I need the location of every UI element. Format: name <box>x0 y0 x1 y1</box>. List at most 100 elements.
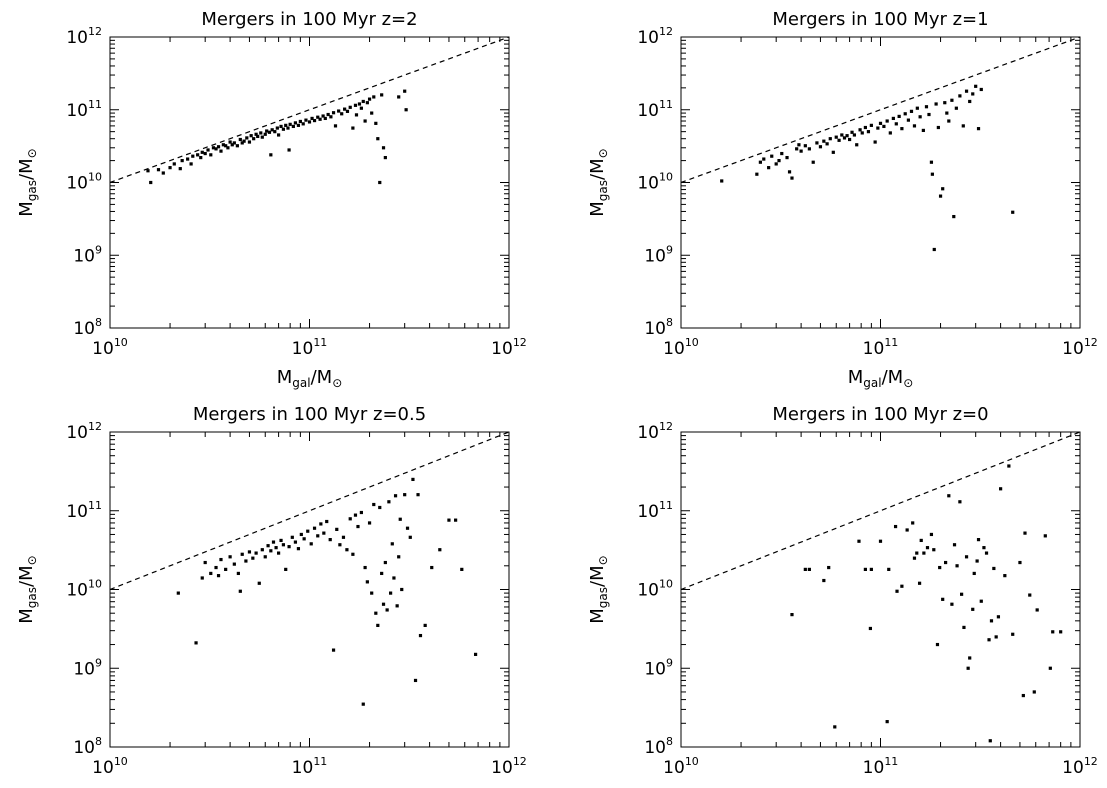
y-tick-label: 1011 <box>66 499 102 522</box>
data-point <box>383 155 387 160</box>
y-tick-label: 109 <box>644 656 673 679</box>
x-tick-base: 10 <box>92 339 114 359</box>
data-point <box>351 552 355 556</box>
data-point <box>411 477 415 482</box>
data-point <box>211 146 216 150</box>
data-point <box>274 546 278 550</box>
y-tick-exponent: 8 <box>95 316 102 329</box>
data-point <box>299 532 303 537</box>
x-tick-exponent: 11 <box>884 336 898 349</box>
data-point <box>418 633 423 638</box>
data-point <box>758 160 762 164</box>
data-point <box>912 124 917 128</box>
y-tick-label: 1012 <box>66 25 102 48</box>
data-point <box>354 113 359 117</box>
data-point <box>380 93 384 97</box>
reference-line <box>680 36 1081 184</box>
y-tick-base: 10 <box>644 246 666 266</box>
y-tick-base: 10 <box>66 28 88 48</box>
data-point <box>302 537 306 541</box>
data-point <box>868 626 873 631</box>
data-point <box>966 666 970 670</box>
data-point <box>1021 693 1025 698</box>
data-point <box>770 154 774 158</box>
data-point <box>774 162 778 166</box>
x-label-separator: /M <box>311 367 333 388</box>
data-point <box>245 136 249 140</box>
data-point <box>172 162 176 166</box>
data-point <box>374 611 378 615</box>
data-point <box>345 109 350 113</box>
y-tick-base: 10 <box>637 581 659 601</box>
y-tick-label: 1012 <box>637 420 673 443</box>
y-label-subscript: gas <box>596 180 610 201</box>
data-point <box>952 214 956 219</box>
data-point <box>247 550 252 554</box>
x-tick-exponent: 10 <box>685 336 699 349</box>
data-point <box>393 494 398 498</box>
data-point <box>837 138 841 142</box>
x-axis-label: Mgal/M⊙ <box>277 367 343 390</box>
data-point <box>958 94 962 98</box>
x-axis-label: Mgal/M⊙ <box>848 367 914 390</box>
y-tick-base: 10 <box>644 659 666 679</box>
data-point <box>376 623 380 628</box>
data-point <box>1059 630 1063 634</box>
data-point <box>950 98 954 102</box>
data-point <box>954 106 958 110</box>
x-tick-exponent: 12 <box>1084 755 1098 768</box>
data-point <box>822 578 826 583</box>
data-point <box>370 111 374 115</box>
data-point <box>291 124 295 129</box>
data-point <box>307 120 312 124</box>
data-point <box>416 493 420 497</box>
y-label-separator: /M <box>16 158 37 180</box>
data-point <box>850 130 854 134</box>
data-point <box>893 524 898 529</box>
data-point <box>343 107 347 111</box>
data-point <box>863 125 867 130</box>
data-point <box>785 155 789 160</box>
data-point <box>888 131 892 135</box>
data-point <box>968 656 972 660</box>
data-point <box>387 500 391 504</box>
x-tick-label: 1012 <box>1062 755 1098 778</box>
y-tick-label: 108 <box>73 316 102 339</box>
data-point <box>351 126 355 130</box>
data-point <box>304 118 308 122</box>
data-point <box>934 102 938 106</box>
y-axis-label: Mgas/M⊙ <box>16 555 39 623</box>
data-point <box>915 106 919 110</box>
data-point <box>999 487 1003 491</box>
data-point <box>863 567 867 571</box>
data-point <box>365 580 369 584</box>
y-tick-label: 1010 <box>637 171 673 194</box>
x-label-sun-symbol: ⊙ <box>332 376 342 390</box>
data-point <box>318 117 322 121</box>
data-point <box>353 103 358 107</box>
data-point <box>979 599 983 603</box>
data-point <box>200 576 204 580</box>
data-point <box>878 121 883 125</box>
data-point <box>378 180 382 185</box>
data-point <box>962 625 966 630</box>
x-tick-exponent: 12 <box>513 336 527 349</box>
data-point <box>323 116 327 121</box>
y-tick-base: 10 <box>66 101 88 121</box>
data-point <box>799 149 803 153</box>
data-point <box>950 602 954 606</box>
x-tick-exponent: 12 <box>513 755 527 768</box>
data-point <box>206 148 210 152</box>
data-point <box>912 556 917 560</box>
data-point <box>460 567 464 571</box>
x-label-subscript: gal <box>863 376 881 390</box>
y-tick-base: 10 <box>637 174 659 194</box>
data-point <box>214 565 218 570</box>
data-point <box>911 521 915 525</box>
x-tick-base: 10 <box>663 339 685 359</box>
y-tick-base: 10 <box>73 246 95 266</box>
x-label-main: M <box>848 786 864 788</box>
x-label-separator: /M <box>311 786 333 788</box>
